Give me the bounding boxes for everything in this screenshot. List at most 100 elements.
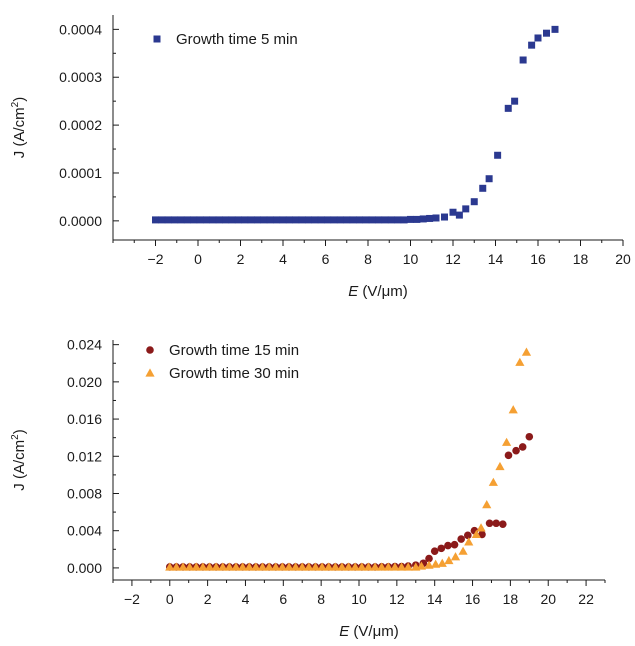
data-point bbox=[444, 541, 452, 550]
x-tick-label: 6 bbox=[322, 251, 330, 267]
data-point bbox=[525, 432, 534, 441]
y-tick-label: 0.000 bbox=[67, 560, 102, 576]
data-point bbox=[244, 562, 254, 571]
data-point bbox=[534, 34, 542, 42]
data-point bbox=[362, 216, 370, 224]
x-axis-label-unit: (V/μm) bbox=[349, 623, 398, 640]
chart-panel-1: −2 0 2 4 6 8 10 12 14 16 18 20 0.0000 0.0001 0.0002 0.0… bbox=[10, 15, 631, 300]
data-point bbox=[396, 562, 407, 571]
data-point bbox=[231, 562, 241, 571]
x-tick-label: 14 bbox=[488, 251, 504, 267]
x-axis-label-unit: (V/μm) bbox=[358, 283, 407, 300]
x-tick-label: 14 bbox=[427, 591, 443, 607]
data-point bbox=[504, 451, 513, 460]
y-axis-label-close: ) bbox=[11, 429, 28, 434]
data-point bbox=[284, 562, 294, 571]
y-axis-label-base: J (A/cm bbox=[11, 440, 28, 491]
data-point bbox=[521, 347, 532, 356]
data-point bbox=[519, 56, 527, 64]
data-point bbox=[336, 216, 344, 224]
data-point bbox=[426, 214, 434, 222]
data-point bbox=[441, 213, 448, 221]
data-point bbox=[165, 562, 175, 571]
data-point bbox=[390, 562, 400, 571]
data-point bbox=[482, 500, 492, 509]
data-point bbox=[238, 562, 248, 571]
data-point bbox=[277, 562, 287, 571]
x-tick-label: 2 bbox=[237, 251, 245, 267]
y-axis-label-close: ) bbox=[11, 97, 28, 102]
data-point bbox=[241, 216, 249, 224]
x-axis-label-variable: E bbox=[348, 283, 359, 300]
data-point bbox=[317, 562, 327, 571]
data-point bbox=[224, 562, 234, 571]
y-axis-label: J (A/cm2) bbox=[10, 429, 28, 490]
data-point bbox=[273, 216, 281, 224]
legend-label: Growth time 5 min bbox=[176, 31, 298, 48]
y-tick-label: 0.008 bbox=[67, 485, 102, 501]
data-point bbox=[279, 216, 287, 224]
x-tick-label: 8 bbox=[317, 591, 325, 607]
data-point bbox=[512, 446, 520, 455]
y-tick-label: 0.020 bbox=[67, 374, 102, 390]
x-tick-label: 8 bbox=[364, 251, 372, 267]
data-point bbox=[264, 562, 274, 571]
x-tick-label: 10 bbox=[403, 251, 419, 267]
data-point bbox=[518, 443, 527, 451]
series-1 bbox=[165, 432, 534, 571]
data-point bbox=[495, 461, 505, 471]
y-tick-label: 0.004 bbox=[67, 523, 102, 539]
data-point bbox=[215, 216, 223, 224]
x-axis-label: E (V/μm) bbox=[348, 283, 407, 300]
x-axis-label: E (V/μm) bbox=[339, 623, 398, 640]
legend-label: Growth time 15 min bbox=[169, 342, 299, 359]
data-point bbox=[432, 214, 440, 222]
y-tick-label: 0.0003 bbox=[59, 69, 102, 85]
series-2 bbox=[165, 347, 532, 571]
y-axis-label-superscript: 2 bbox=[10, 101, 21, 107]
y-axis-label-superscript: 2 bbox=[10, 434, 21, 440]
data-point bbox=[178, 562, 188, 571]
data-point bbox=[204, 562, 215, 571]
data-point bbox=[462, 205, 470, 213]
x-tick-label: 12 bbox=[389, 591, 405, 607]
data-point bbox=[183, 216, 191, 224]
data-point bbox=[464, 531, 472, 540]
data-point bbox=[228, 216, 236, 224]
x-tick-label: 20 bbox=[615, 251, 631, 267]
data-point bbox=[152, 216, 159, 224]
data-point bbox=[356, 216, 363, 224]
data-point bbox=[424, 560, 434, 569]
data-point bbox=[171, 216, 179, 224]
x-tick-label: 12 bbox=[445, 251, 461, 267]
data-point bbox=[196, 216, 204, 224]
data-point bbox=[504, 104, 512, 112]
data-point bbox=[297, 562, 307, 571]
data-point bbox=[198, 562, 208, 571]
data-point bbox=[455, 211, 463, 219]
data-point bbox=[368, 216, 376, 224]
data-point bbox=[330, 216, 338, 224]
data-point bbox=[209, 216, 217, 224]
data-point bbox=[211, 562, 221, 571]
data-point bbox=[349, 216, 357, 224]
data-point bbox=[203, 216, 210, 224]
data-point bbox=[425, 554, 433, 563]
data-point bbox=[158, 216, 166, 224]
data-point bbox=[470, 198, 478, 206]
data-point bbox=[471, 529, 481, 539]
data-point bbox=[343, 562, 354, 571]
data-point bbox=[234, 216, 242, 224]
data-point bbox=[343, 216, 351, 224]
x-tick-label: 10 bbox=[351, 591, 367, 607]
data-point bbox=[458, 546, 468, 555]
legend-marker bbox=[153, 35, 161, 43]
data-point bbox=[190, 216, 198, 224]
x-tick-label: 6 bbox=[279, 591, 287, 607]
data-point bbox=[191, 562, 201, 571]
data-point bbox=[444, 555, 454, 565]
data-point bbox=[485, 175, 493, 183]
data-point bbox=[370, 562, 380, 571]
chart-panel-2: −2 0 2 4 6 8 10 12 14 16 18 20 22 0.000 0.004 0.008 0.01… bbox=[10, 337, 606, 640]
data-point bbox=[449, 208, 457, 216]
